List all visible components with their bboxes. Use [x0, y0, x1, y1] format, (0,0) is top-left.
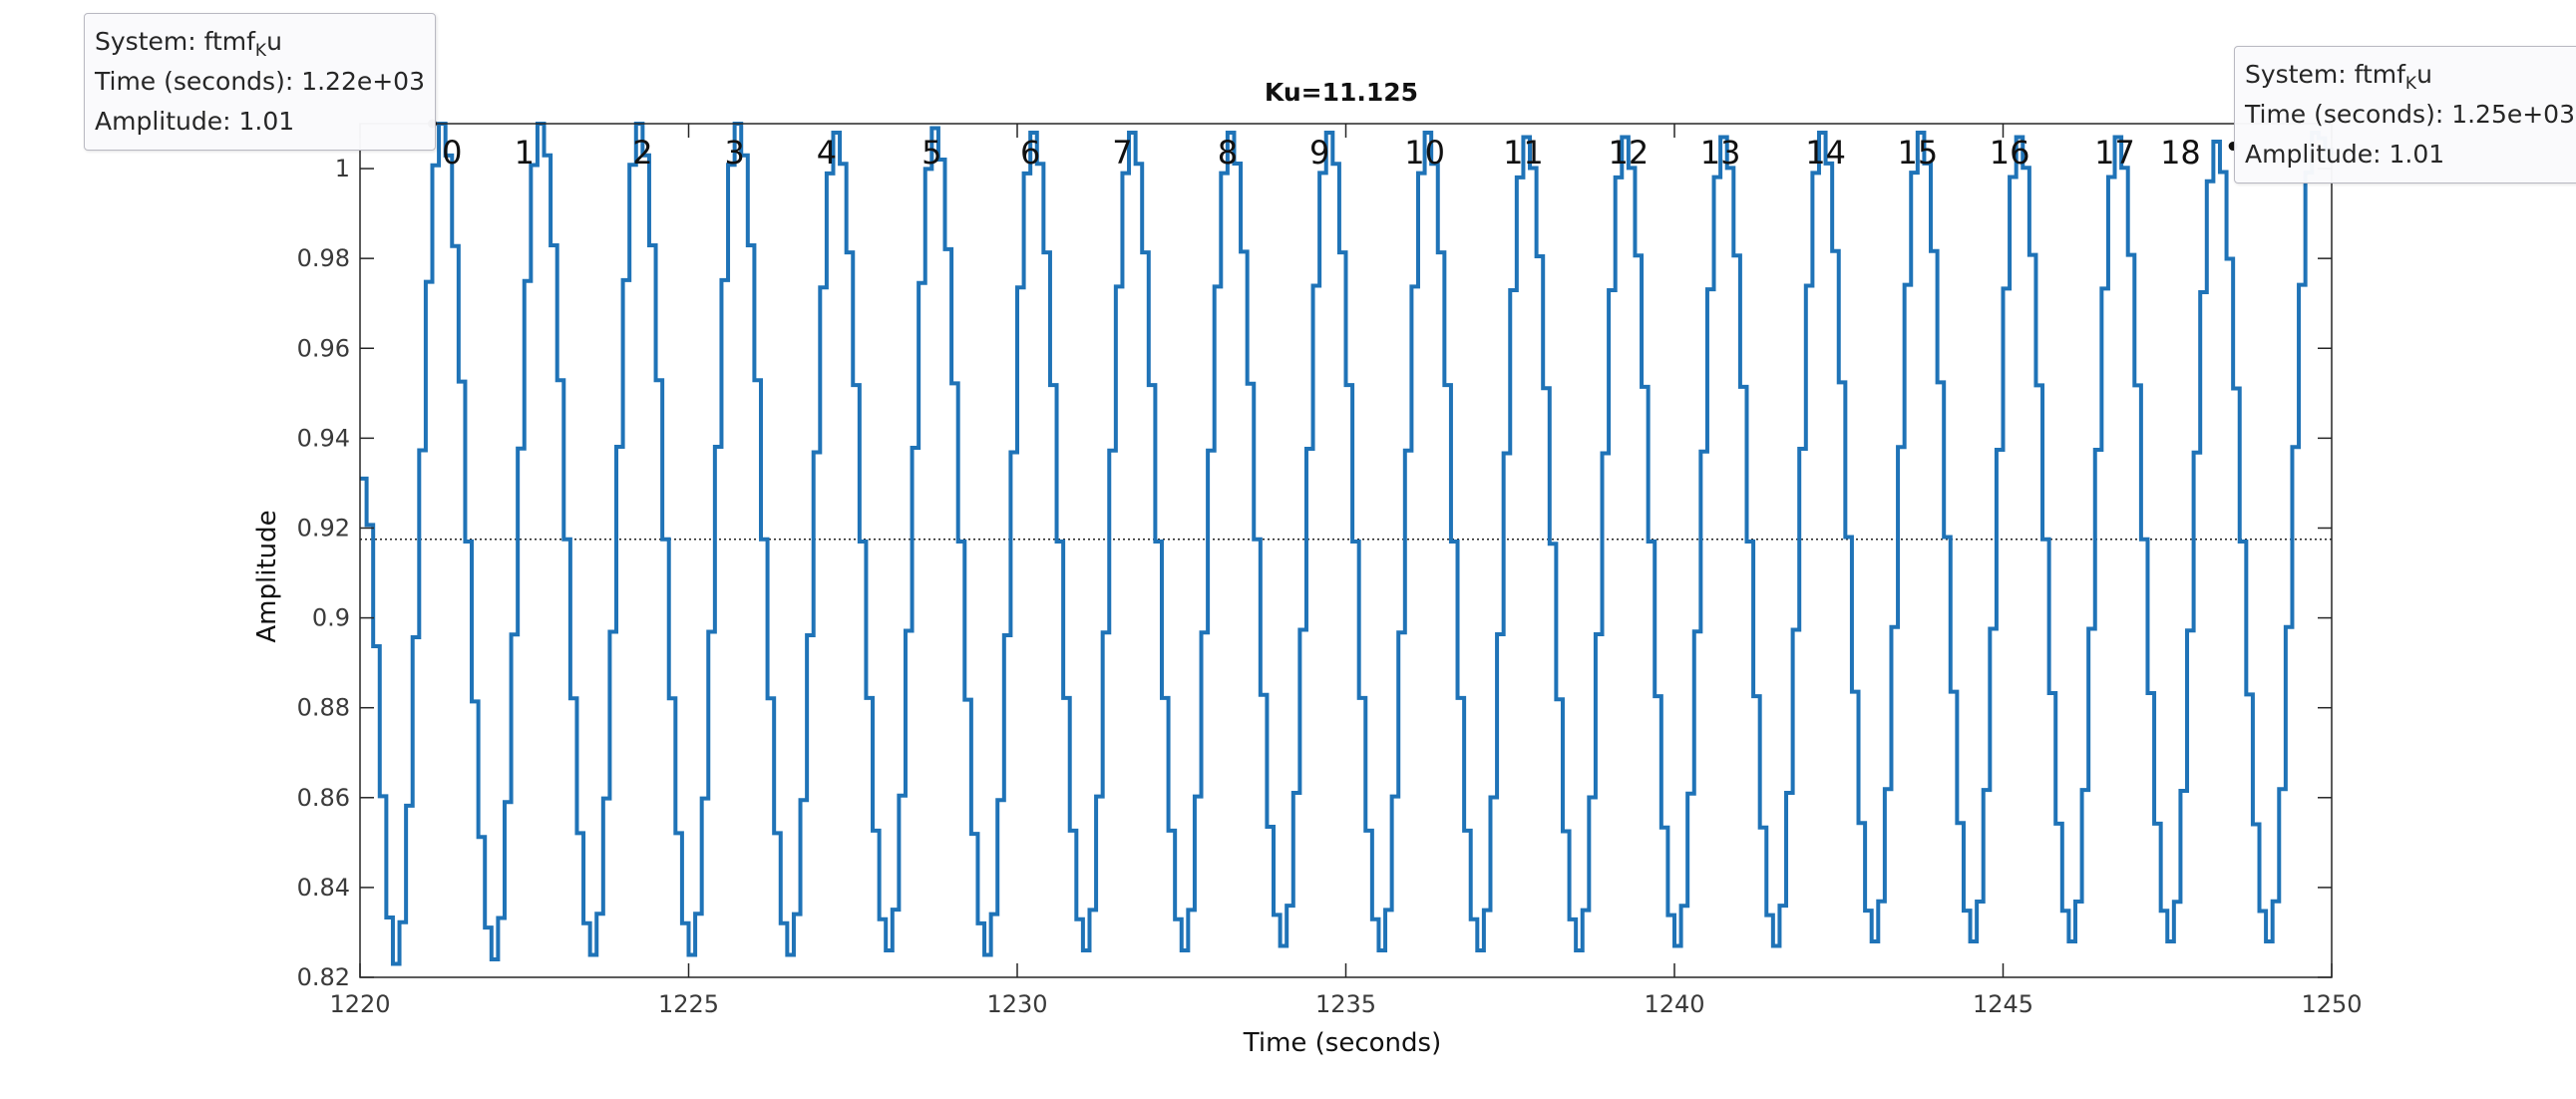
- y-tick-label: 0.96: [297, 334, 350, 362]
- cycle-label: 12: [1609, 134, 1650, 172]
- cycle-label-layer: 0 1 2 3 4 5 6 7 8 9 10 11 12 13 14 15 16 17 18: [442, 134, 2201, 172]
- cycle-label: 6: [1020, 134, 1040, 172]
- y-tick-label: 0.94: [297, 424, 350, 452]
- x-axis-title: Time (seconds): [1243, 1028, 1441, 1058]
- y-tick-label: 0.84: [297, 874, 350, 902]
- y-tick-label: 0.86: [297, 784, 350, 812]
- cycle-label: 10: [1404, 134, 1445, 172]
- y-tick-label: 1: [335, 155, 350, 183]
- cycle-label: 17: [2094, 134, 2135, 172]
- x-tick-label: 1230: [986, 990, 1047, 1018]
- y-tick-label: 0.88: [297, 694, 350, 722]
- tooltip-time: Time (seconds): 1.22e+03: [95, 67, 425, 96]
- y-tick-label: 0.92: [297, 514, 350, 542]
- cycle-label: 5: [921, 134, 941, 172]
- cycle-label: 13: [1700, 134, 1741, 172]
- x-tick-label: 1240: [1644, 990, 1704, 1018]
- cycle-label: 16: [1990, 134, 2030, 172]
- x-tick-label: 1225: [658, 990, 719, 1018]
- y-tick-label: 0.82: [297, 963, 350, 991]
- tooltip-system: System: ftmfKu: [95, 27, 282, 61]
- x-tick-label: 1220: [329, 990, 390, 1018]
- y-tick-label: 0.98: [297, 244, 350, 272]
- cycle-label: 7: [1112, 134, 1132, 172]
- chart-title: Ku=11.125: [1265, 78, 1418, 107]
- series-layer: [360, 122, 2334, 966]
- series-line: [360, 122, 2334, 966]
- y-tick-label: 0.9: [312, 604, 350, 632]
- tooltip-amplitude: Amplitude: 1.01: [95, 107, 295, 136]
- cycle-label: 8: [1218, 134, 1238, 172]
- tooltip-time: Time (seconds): 1.25e+03: [2245, 100, 2575, 129]
- cycle-label: 1: [515, 134, 535, 172]
- cycle-label: 0: [442, 134, 462, 172]
- x-tick-label: 1250: [2301, 990, 2362, 1018]
- tooltip-system: System: ftmfKu: [2245, 60, 2432, 94]
- cycle-label: 9: [1309, 134, 1329, 172]
- cycle-label: 2: [632, 134, 652, 172]
- tooltip-amplitude: Amplitude: 1.01: [2245, 140, 2445, 169]
- cycle-label: 3: [724, 134, 744, 172]
- cycle-label: 18: [2160, 134, 2201, 172]
- cycle-label: 11: [1503, 134, 1544, 172]
- cycle-label: 14: [1805, 134, 1846, 172]
- data-tip-tooltip-left[interactable]: System: ftmfKu Time (seconds): 1.22e+03 …: [84, 13, 436, 151]
- x-tick-label: 1235: [1315, 990, 1376, 1018]
- tick-layer: 1220 1225 1230 1235 1240 1245 12500.820.840.86…: [297, 124, 2363, 1018]
- cycle-label: 4: [817, 134, 837, 172]
- cycle-label: 15: [1897, 134, 1938, 172]
- data-tip-tooltip-right[interactable]: System: ftmfKu Time (seconds): 1.25e+03 …: [2234, 46, 2576, 183]
- x-tick-label: 1245: [1973, 990, 2033, 1018]
- y-axis-title: Amplitude: [252, 510, 282, 642]
